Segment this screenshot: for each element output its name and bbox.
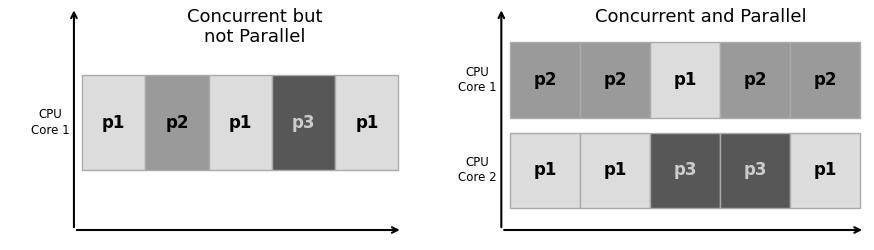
Bar bbox=[510, 132, 580, 208]
Bar bbox=[790, 132, 860, 208]
Text: p2: p2 bbox=[814, 71, 837, 89]
Text: CPU
Core 2: CPU Core 2 bbox=[458, 156, 496, 184]
Text: p1: p1 bbox=[229, 114, 252, 132]
Text: p1: p1 bbox=[814, 161, 837, 179]
Bar bbox=[510, 42, 580, 117]
Text: Concurrent and Parallel: Concurrent and Parallel bbox=[595, 8, 807, 26]
Bar bbox=[650, 132, 720, 208]
Bar bbox=[790, 42, 860, 117]
Text: p1: p1 bbox=[674, 71, 697, 89]
Bar bbox=[145, 75, 209, 170]
Text: CPU
Core 1: CPU Core 1 bbox=[31, 108, 70, 136]
Text: CPU
Core 1: CPU Core 1 bbox=[458, 66, 496, 94]
Text: p1: p1 bbox=[534, 161, 557, 179]
Bar bbox=[82, 75, 145, 170]
Text: p1: p1 bbox=[604, 161, 627, 179]
Text: Concurrent but
not Parallel: Concurrent but not Parallel bbox=[187, 8, 323, 46]
Text: p2: p2 bbox=[604, 71, 628, 89]
Bar bbox=[720, 132, 790, 208]
Text: p2: p2 bbox=[165, 114, 189, 132]
Text: p3: p3 bbox=[674, 161, 697, 179]
Text: p2: p2 bbox=[534, 71, 557, 89]
Text: p3: p3 bbox=[292, 114, 316, 132]
Bar bbox=[720, 42, 790, 117]
Bar bbox=[580, 42, 650, 117]
Text: p2: p2 bbox=[744, 71, 767, 89]
Bar bbox=[336, 75, 399, 170]
Bar bbox=[650, 42, 720, 117]
Bar bbox=[272, 75, 336, 170]
Bar bbox=[209, 75, 272, 170]
Bar bbox=[580, 132, 650, 208]
Text: p3: p3 bbox=[744, 161, 767, 179]
Text: p1: p1 bbox=[102, 114, 126, 132]
Text: p1: p1 bbox=[355, 114, 378, 132]
